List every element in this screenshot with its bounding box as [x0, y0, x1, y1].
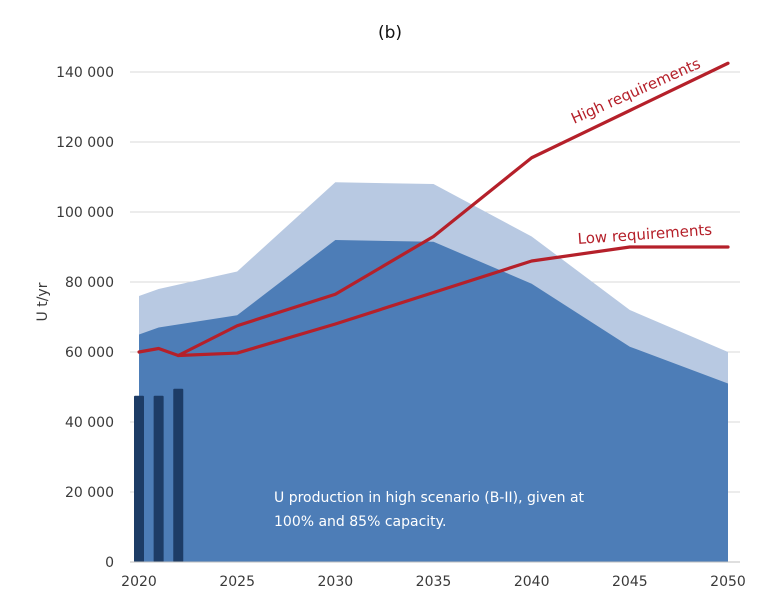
historical-bar [134, 395, 144, 562]
historical-bar [173, 388, 184, 562]
y-tick-label: 0 [105, 555, 114, 571]
historical-bar [153, 395, 164, 562]
y-tick-label: 20 000 [65, 485, 114, 501]
x-tick-label: 2035 [416, 574, 452, 590]
x-tick-label: 2040 [514, 574, 550, 590]
y-tick-label: 140 000 [56, 65, 114, 81]
bar-group [134, 388, 184, 562]
annotation-line-1: U production in high scenario (B-II), gi… [274, 490, 585, 506]
y-tick-label: 100 000 [56, 205, 114, 221]
x-tick-label: 2020 [121, 574, 157, 590]
x-tick-label: 2025 [219, 574, 255, 590]
area-85-capacity [139, 240, 728, 562]
annotation-line-2: 100% and 85% capacity. [274, 514, 446, 530]
y-tick-label: 60 000 [65, 345, 114, 361]
area-layers [139, 182, 728, 562]
y-tick-labels: 0 20 000 40 000 60 000 80 000 100 000 120 000 1… [56, 65, 114, 571]
y-tick-label: 40 000 [65, 415, 114, 431]
low-requirements-label: Low requirements [577, 221, 713, 248]
y-axis-label: U t/yr [35, 282, 51, 321]
x-tick-label: 2030 [318, 574, 354, 590]
x-tick-labels: 2020 2025 2030 2035 2040 2045 2050 [121, 574, 746, 590]
y-tick-label: 120 000 [56, 135, 114, 151]
chart-title: (b) [378, 23, 402, 43]
low-requirements-line [176, 245, 730, 358]
line-group [137, 61, 730, 358]
high-requirements-label: High requirements [568, 54, 703, 127]
x-tick-label: 2050 [710, 574, 746, 590]
high-requirements-line [137, 61, 730, 358]
x-tick-label: 2045 [612, 574, 648, 590]
y-tick-label: 80 000 [65, 275, 114, 291]
